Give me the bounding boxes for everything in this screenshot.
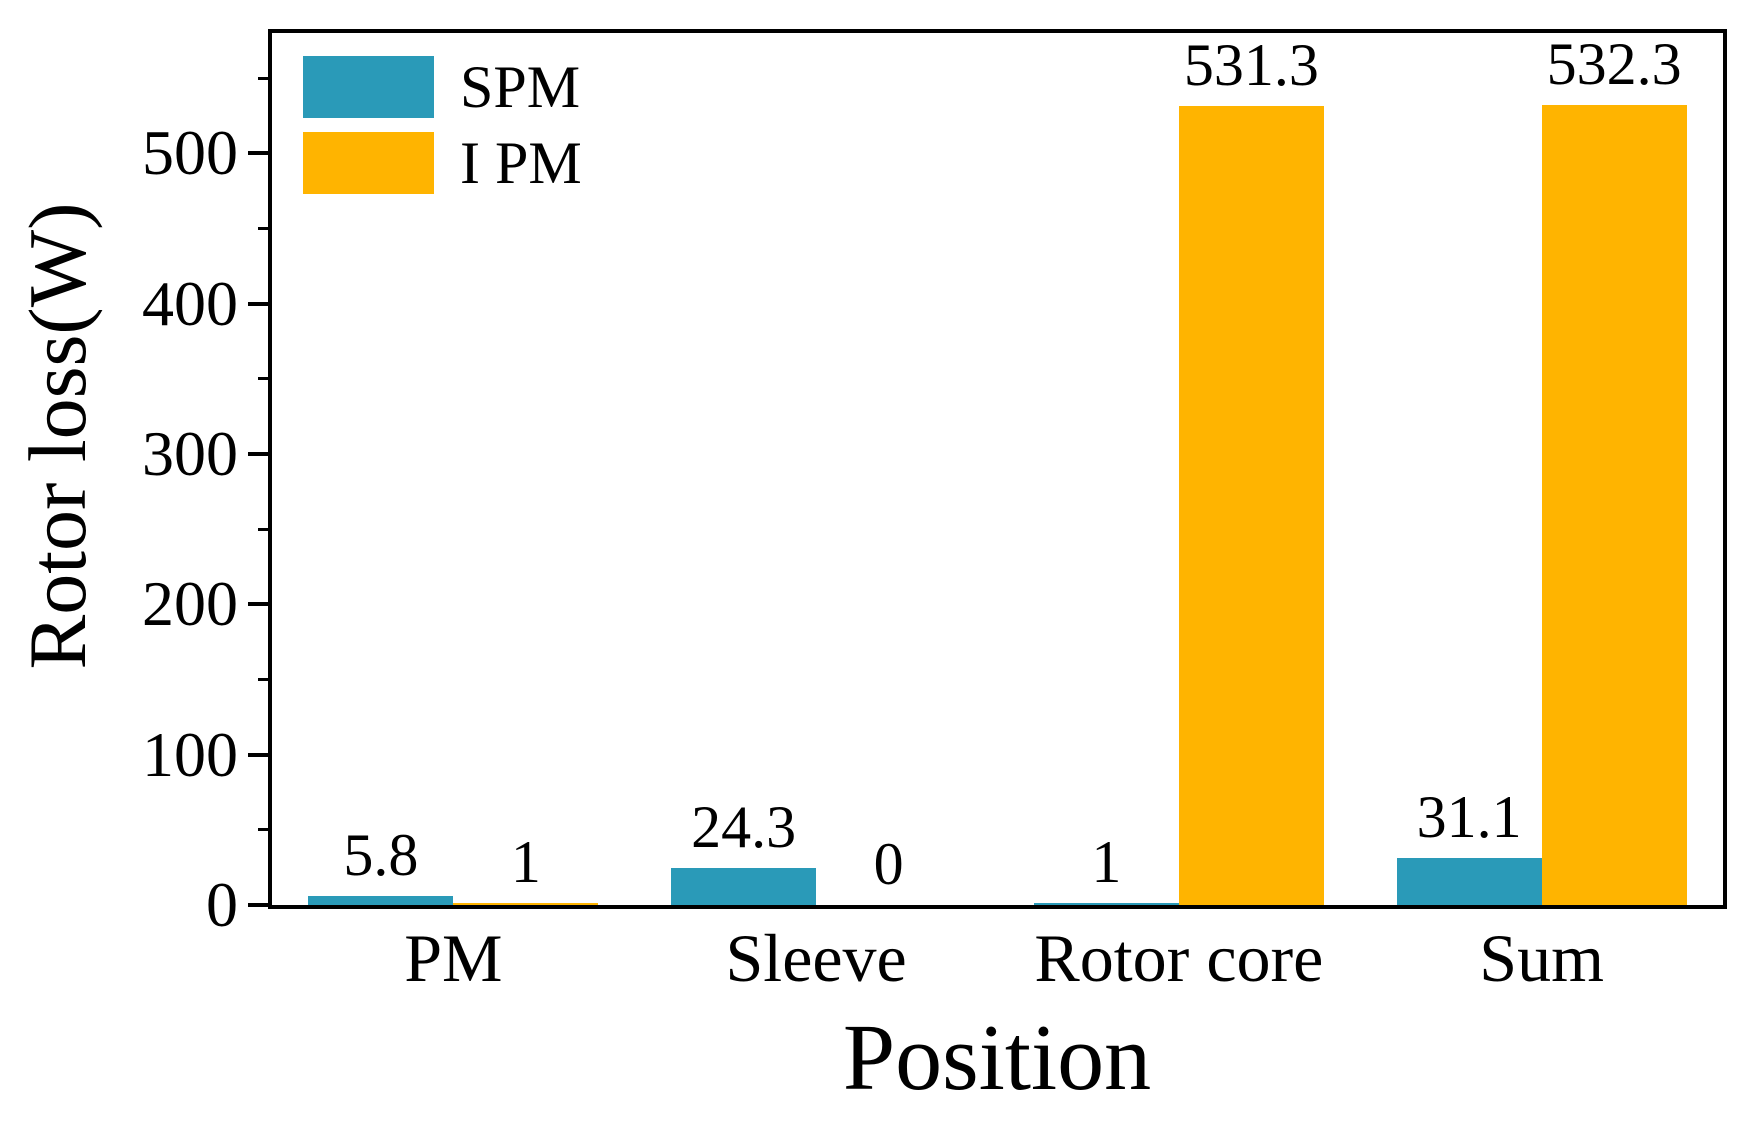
bar-spm-rotor-core <box>1033 903 1179 905</box>
x-tick-label-pm: PM <box>404 920 503 996</box>
y-tick-label-500: 500 <box>142 117 238 189</box>
legend-label-spm: SPM <box>460 54 581 120</box>
value-label-spm-pm: 5.8 <box>343 822 419 888</box>
legend-item-ipm: I PM <box>303 132 582 194</box>
value-label-spm-sum: 31.1 <box>1416 784 1522 850</box>
y-major-tick-500 <box>248 151 272 156</box>
bar-i-pm-pm <box>453 903 599 905</box>
y-tick-label-400: 400 <box>142 267 238 339</box>
x-tick-label-sum: Sum <box>1479 920 1604 996</box>
y-major-tick-300 <box>248 451 272 456</box>
y-tick-label-0: 0 <box>206 869 238 940</box>
value-label-i-pm-sleeve: 0 <box>873 831 904 897</box>
legend-swatch-spm <box>303 56 434 118</box>
y-minor-tick-50 <box>258 828 272 832</box>
y-tick-label-200: 200 <box>142 568 238 640</box>
x-tick-label-rotor-core: Rotor core <box>1034 920 1324 996</box>
y-major-tick-100 <box>248 752 272 757</box>
x-axis-title: Position <box>842 1006 1152 1110</box>
bar-spm-sleeve <box>671 868 817 905</box>
legend: SPM I PM <box>303 56 582 194</box>
y-minor-tick-250 <box>258 527 272 531</box>
bar-spm-pm <box>308 896 454 905</box>
value-label-spm-sleeve: 24.3 <box>691 794 797 860</box>
legend-label-ipm: I PM <box>460 130 582 196</box>
y-tick-label-300: 300 <box>142 417 238 489</box>
y-major-tick-200 <box>248 602 272 607</box>
bar-i-pm-rotor-core <box>1178 106 1324 905</box>
value-label-i-pm-pm: 1 <box>510 829 541 895</box>
y-minor-tick-350 <box>258 377 272 381</box>
plot-area: 5.8 1 24.3 0 1 531.3 31.1 532.3 <box>268 29 1727 909</box>
bar-spm-sum <box>1396 858 1542 905</box>
legend-swatch-ipm <box>303 132 434 194</box>
y-minor-tick-150 <box>258 677 272 681</box>
y-minor-tick-550 <box>258 76 272 80</box>
value-label-i-pm-rotor-core: 531.3 <box>1183 32 1319 98</box>
value-label-spm-rotor-core: 1 <box>1091 829 1122 895</box>
bar-i-pm-sum <box>1541 105 1687 905</box>
y-major-tick-0 <box>248 903 272 907</box>
x-tick-label-sleeve: Sleeve <box>725 920 907 996</box>
y-minor-tick-450 <box>258 226 272 230</box>
y-major-tick-400 <box>248 301 272 306</box>
legend-item-spm: SPM <box>303 56 582 118</box>
value-label-i-pm-sum: 532.3 <box>1546 31 1682 97</box>
y-tick-label-100: 100 <box>142 718 238 790</box>
